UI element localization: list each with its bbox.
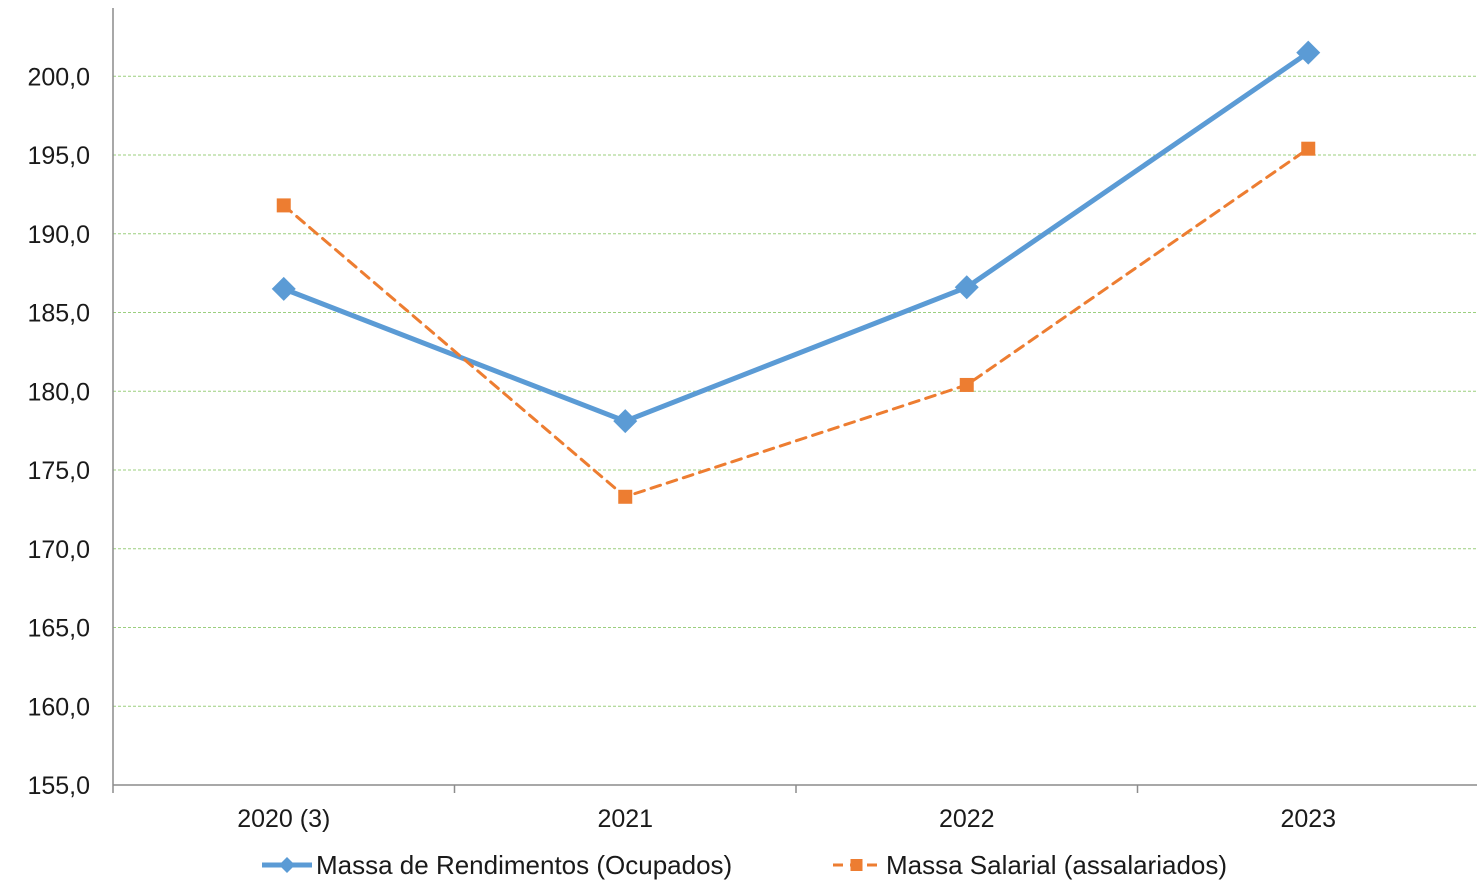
data-point-square — [1301, 141, 1316, 156]
x-tick-label: 2022 — [939, 805, 995, 833]
data-point-diamond — [613, 409, 638, 434]
y-tick-label: 195,0 — [27, 142, 90, 170]
legend: Massa de Rendimentos (Ocupados) Massa Sal… — [262, 850, 1227, 880]
data-point-square — [850, 859, 863, 871]
data-point-diamond — [954, 275, 979, 300]
data-point-square — [618, 489, 633, 504]
x-tick-label: 2021 — [597, 805, 653, 833]
series-2 — [276, 141, 1316, 504]
y-tick-label: 190,0 — [27, 221, 90, 249]
data-point-square — [959, 377, 974, 392]
y-tick-label: 155,0 — [27, 772, 90, 800]
y-tick-label: 185,0 — [27, 300, 90, 328]
data-point-diamond — [271, 276, 296, 301]
data-point-diamond — [1296, 40, 1321, 65]
y-tick-label: 175,0 — [27, 457, 90, 485]
legend-label: Massa de Rendimentos (Ocupados) — [316, 850, 732, 880]
grid-layer — [113, 75, 1477, 707]
legend-item-1: Massa de Rendimentos (Ocupados) — [262, 850, 732, 880]
data-point-diamond — [279, 857, 295, 873]
y-tick-label: 170,0 — [27, 536, 90, 564]
y-tick-label: 165,0 — [27, 615, 90, 643]
x-tick-label: 2023 — [1280, 805, 1336, 833]
series-layer — [271, 40, 1321, 504]
series-line — [281, 50, 1311, 424]
axis-layer: 155,0 160,0 165,0 170,0 175,0 180,0 185,0 190,0… — [27, 8, 1477, 833]
y-tick-label: 200,0 — [27, 63, 90, 91]
legend-item-2: Massa Salarial (assalariados) — [833, 850, 1227, 880]
series-1 — [271, 40, 1321, 434]
x-tick-label: 2020 (3) — [237, 805, 330, 833]
legend-label: Massa Salarial (assalariados) — [886, 850, 1227, 880]
data-point-square — [276, 198, 291, 213]
series-line — [282, 147, 1310, 499]
y-tick-label: 180,0 — [27, 378, 90, 406]
y-tick-label: 160,0 — [27, 693, 90, 721]
